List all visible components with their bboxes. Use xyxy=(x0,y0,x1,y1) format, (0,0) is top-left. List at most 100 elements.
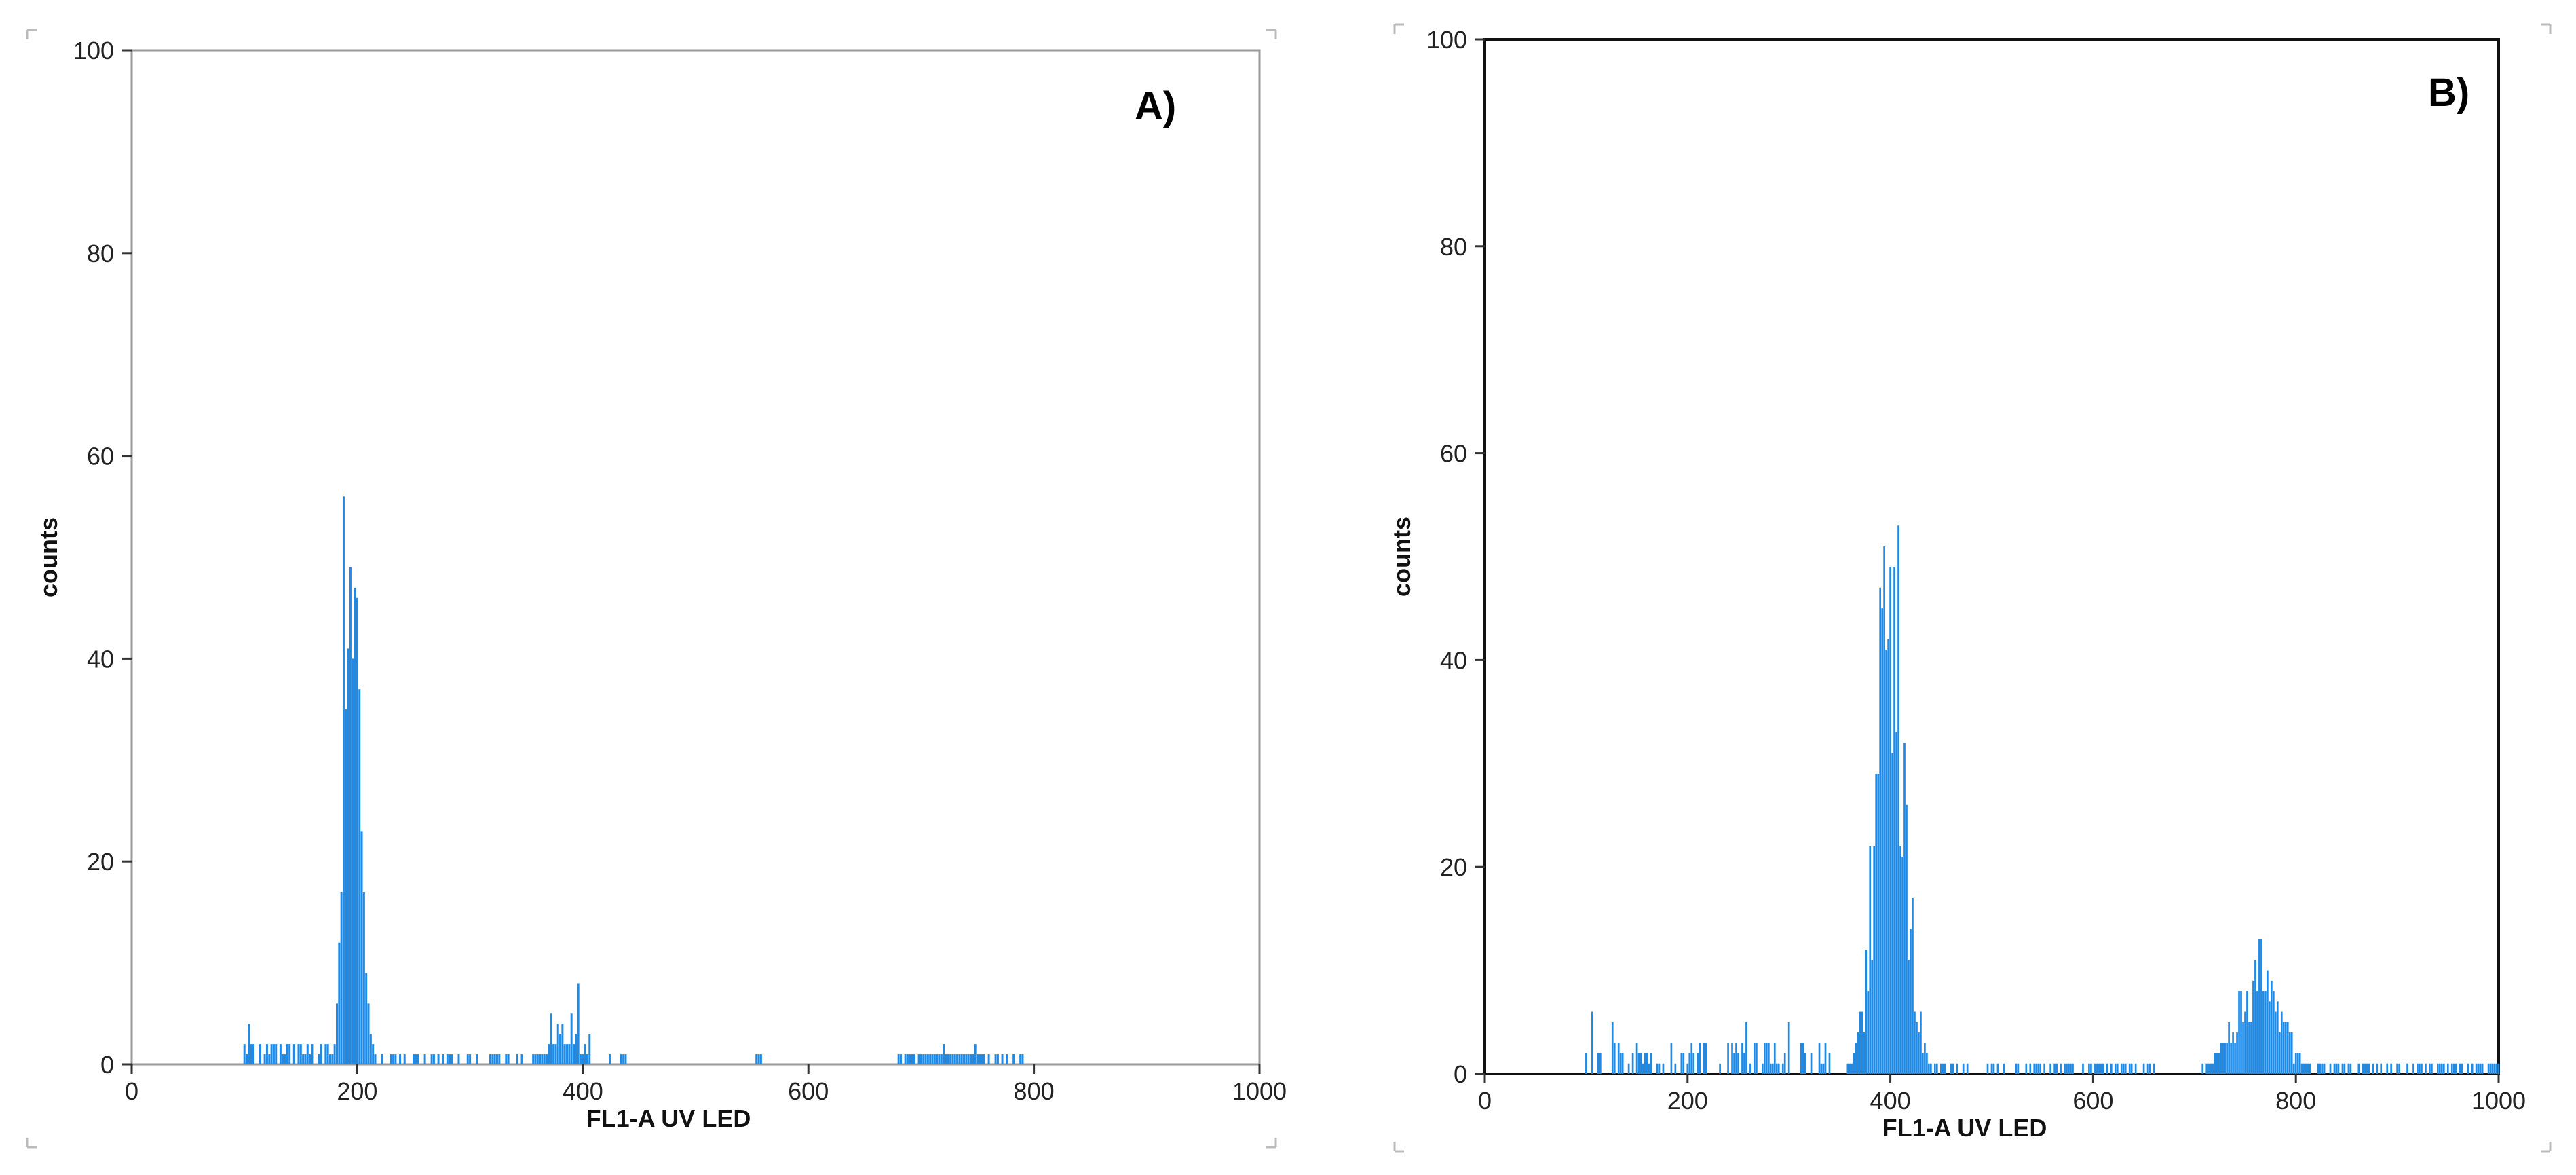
histogram-bar xyxy=(2252,980,2254,1074)
histogram-bar xyxy=(1674,1063,1677,1074)
y-tick-label: 0 xyxy=(1454,1060,1467,1088)
histogram-bar xyxy=(2226,1043,2228,1074)
histogram-bar xyxy=(2033,1063,2036,1074)
histogram-bar xyxy=(920,1054,922,1064)
histogram-bar xyxy=(446,1054,449,1064)
histogram-bar xyxy=(259,1044,261,1064)
histogram-bar xyxy=(365,973,368,1064)
histogram-bar xyxy=(1910,929,1912,1074)
histogram-bar xyxy=(2282,1022,2285,1074)
y-tick-label: 20 xyxy=(1440,853,1467,881)
histogram-bar xyxy=(394,1054,397,1064)
histogram-bar xyxy=(1908,960,1910,1074)
histogram-bar xyxy=(1846,1063,1849,1074)
histogram-bar xyxy=(326,1044,329,1064)
histogram-bar xyxy=(331,1054,334,1064)
corner-marks xyxy=(1393,23,2552,1153)
histogram-bar xyxy=(1871,960,1874,1074)
histogram-bar xyxy=(1912,897,1914,1074)
histogram-bar xyxy=(554,1044,557,1064)
histogram-bar xyxy=(2396,1063,2398,1074)
plot-frame xyxy=(1483,38,2500,1075)
histogram-bar xyxy=(938,1054,941,1064)
histogram-bar xyxy=(2440,1063,2443,1074)
histogram-bar xyxy=(933,1054,936,1064)
histogram-bar xyxy=(324,1044,327,1064)
histogram-bar xyxy=(493,1054,496,1064)
y-tick-label: 20 xyxy=(87,848,114,876)
histogram-bar xyxy=(413,1054,415,1064)
histogram-bar xyxy=(265,1044,268,1064)
histogram-bar xyxy=(268,1054,271,1064)
histogram-bar xyxy=(1749,1063,1751,1074)
histogram-bar xyxy=(906,1054,909,1064)
histogram-bar xyxy=(2372,1063,2374,1074)
histogram-bar xyxy=(2475,1063,2478,1074)
histogram-bar xyxy=(1828,1053,1831,1074)
x-axis: 0 200 400 600 800 1000 xyxy=(125,1064,1287,1105)
x-tick-label: 0 xyxy=(125,1077,138,1105)
histogram-bar xyxy=(963,1054,966,1064)
histogram-bar xyxy=(2307,1063,2309,1074)
histogram-bar xyxy=(1597,1053,1599,1074)
histogram-bar xyxy=(1692,1053,1695,1074)
histogram-bar xyxy=(2491,1063,2494,1074)
histogram-bar xyxy=(2294,1053,2297,1074)
x-tick-label: 200 xyxy=(1667,1087,1708,1115)
x-tick-label: 600 xyxy=(2072,1087,2113,1115)
histogram-bar xyxy=(1956,1063,1958,1074)
histogram-bar xyxy=(270,1044,273,1064)
histogram-bar xyxy=(297,1044,300,1064)
histogram-bar xyxy=(1771,1063,1774,1074)
histogram-bar xyxy=(2015,1063,2018,1074)
histogram-bar xyxy=(1658,1063,1661,1074)
histogram-bar xyxy=(466,1054,469,1064)
histogram-bar xyxy=(1804,1053,1806,1074)
histogram-bar xyxy=(2333,1063,2336,1074)
histogram-bar xyxy=(2481,1063,2484,1074)
histogram-bar xyxy=(2072,1063,2074,1074)
histogram-bar xyxy=(1899,846,1901,1074)
x-tick-label: 0 xyxy=(1478,1087,1492,1115)
histogram-bar xyxy=(951,1054,954,1064)
histogram-bar xyxy=(1926,1053,1928,1074)
histogram-bar xyxy=(1762,1063,1764,1074)
histogram-bar xyxy=(246,1054,248,1064)
histogram-bar xyxy=(1012,1054,1015,1064)
histogram-bar xyxy=(2489,1063,2492,1074)
histogram-bar xyxy=(922,1054,925,1064)
histogram-bar xyxy=(1853,1053,1855,1074)
histogram-bar xyxy=(2429,1063,2431,1074)
histogram-bar xyxy=(2066,1063,2068,1074)
histogram-bar xyxy=(2452,1063,2455,1074)
histogram-bar xyxy=(2228,1022,2230,1074)
histogram-bar xyxy=(2459,1063,2461,1074)
histogram-bar xyxy=(345,709,347,1064)
histogram-bar xyxy=(1682,1053,1685,1074)
histogram-bar xyxy=(1881,608,1883,1074)
histogram-bar xyxy=(1699,1043,1701,1074)
histogram-bar xyxy=(2272,991,2275,1074)
histogram-bar xyxy=(1903,743,1906,1074)
histogram-bar xyxy=(320,1044,322,1064)
histogram-bar xyxy=(309,1054,311,1064)
histogram-bar xyxy=(2300,1063,2303,1074)
histogram-bar xyxy=(1585,1053,1587,1074)
histogram-bar xyxy=(953,1054,956,1064)
histogram-bar xyxy=(929,1054,932,1064)
histogram-bar xyxy=(2317,1063,2319,1074)
histogram-bar xyxy=(1885,650,1887,1074)
histogram-bar xyxy=(2056,1063,2058,1074)
histogram-bar xyxy=(476,1054,478,1064)
histogram-bar xyxy=(566,1044,569,1064)
histogram-bar xyxy=(1861,1011,1863,1074)
histogram-bar xyxy=(1690,1043,1693,1074)
histogram-bar xyxy=(2386,1063,2389,1074)
histogram-bar xyxy=(924,1054,927,1064)
histogram-bar xyxy=(1918,1032,1920,1074)
histogram-bar xyxy=(1857,1032,1859,1074)
histogram-bar xyxy=(2230,1043,2232,1074)
histogram-bar xyxy=(2421,1063,2423,1074)
histogram-bar xyxy=(1635,1043,1638,1074)
histogram-bar xyxy=(2412,1063,2414,1074)
